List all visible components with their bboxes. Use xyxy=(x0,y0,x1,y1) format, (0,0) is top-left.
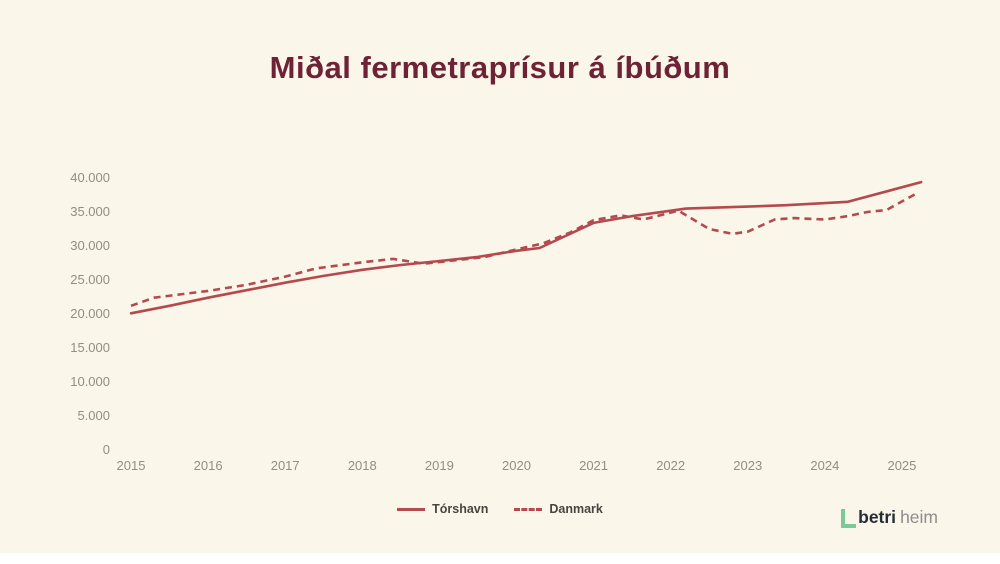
x-tick: 2015 xyxy=(116,458,146,473)
danmark-line xyxy=(130,191,918,308)
bottom-white-strip xyxy=(0,553,1000,564)
chart-legend: Tórshavn Danmark xyxy=(0,500,1000,518)
dashed-line-swatch-icon xyxy=(514,507,543,511)
x-tick: 2017 xyxy=(270,458,300,473)
y-axis-tick-labels: 40.000 35.000 30.000 25.000 20.000 15.00… xyxy=(38,169,110,459)
y-tick: 5.000 xyxy=(77,408,110,423)
green-bracket-icon xyxy=(841,509,857,528)
betri-heim-logo: betri heim xyxy=(841,492,938,528)
x-tick: 2019 xyxy=(424,458,454,473)
legend-label-torshavn: Tórshavn xyxy=(432,502,489,516)
y-tick: 20.000 xyxy=(70,306,110,321)
y-tick: 0 xyxy=(102,442,110,457)
x-tick: 2016 xyxy=(193,458,223,473)
x-tick: 2022 xyxy=(656,458,686,473)
y-tick: 35.000 xyxy=(70,204,110,219)
y-tick: 40.000 xyxy=(70,170,110,185)
y-tick: 30.000 xyxy=(70,238,110,253)
x-tick: 2023 xyxy=(733,458,763,473)
x-tick: 2021 xyxy=(579,458,609,473)
solid-line-swatch-icon xyxy=(397,507,426,511)
chart-title: Miðal fermetraprísur á íbúðum xyxy=(269,50,731,85)
logo-text-betri: betri xyxy=(858,506,897,527)
y-tick: 25.000 xyxy=(70,272,110,287)
x-tick: 2020 xyxy=(502,458,531,473)
x-tick: 2018 xyxy=(347,458,377,473)
y-tick: 15.000 xyxy=(70,340,110,355)
x-axis-tick-labels: 2015 2016 2017 2018 2019 2020 2021 2022 … xyxy=(101,458,932,474)
x-tick: 2024 xyxy=(810,458,840,473)
logo-text-heim: heim xyxy=(900,506,938,527)
legend-item-danmark: Danmark xyxy=(514,502,603,516)
y-tick: 10.000 xyxy=(70,374,110,389)
legend-label-danmark: Danmark xyxy=(549,502,603,516)
legend-item-torshavn: Tórshavn xyxy=(397,502,488,516)
x-tick: 2025 xyxy=(887,458,917,473)
